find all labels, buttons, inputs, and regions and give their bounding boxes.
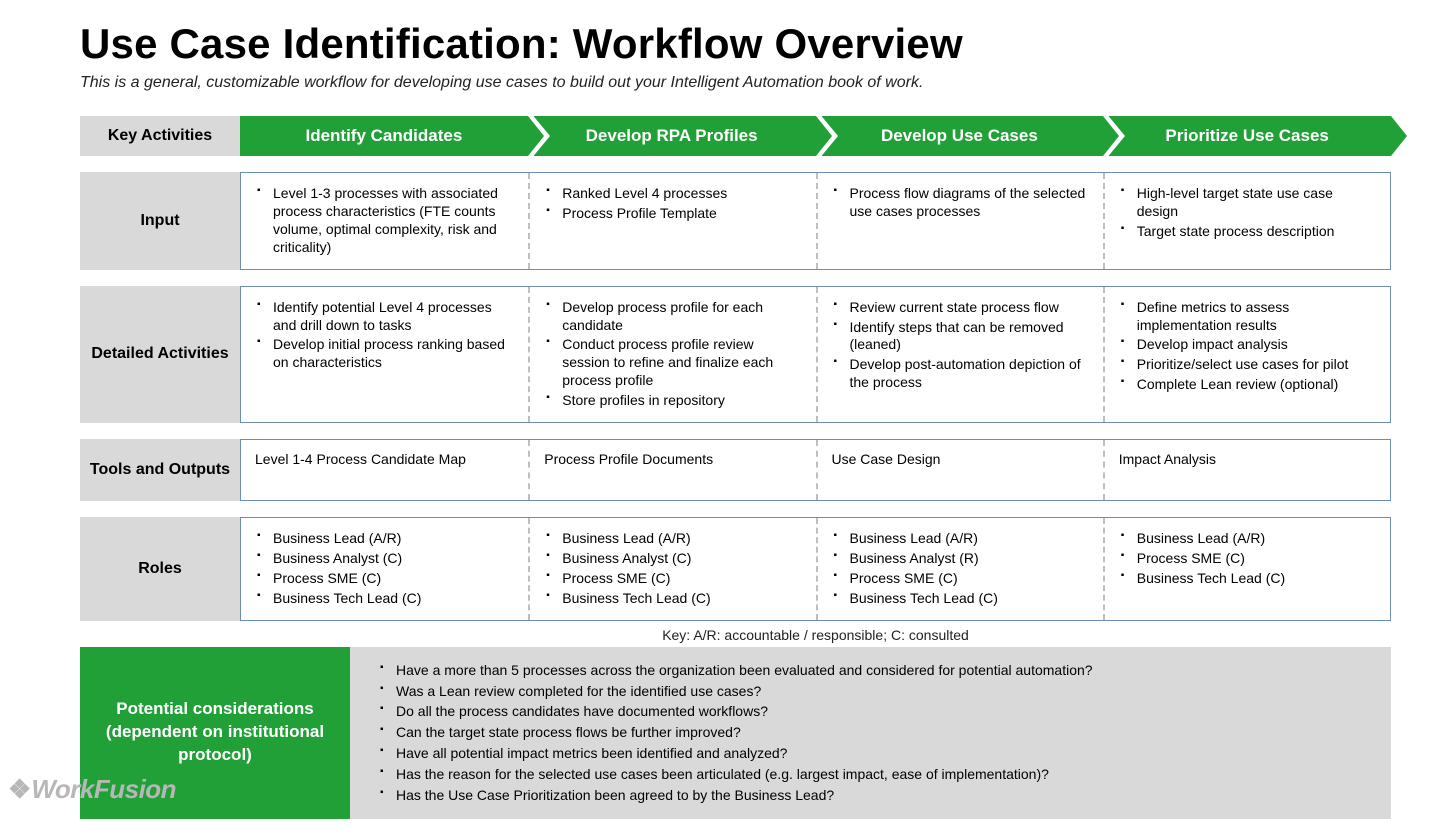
list-item: Develop post-automation depiction of the… — [848, 356, 1089, 392]
cell: Level 1-4 Process Candidate Map — [241, 440, 528, 500]
stage-chevron: Prioritize Use Cases — [1103, 116, 1391, 156]
stage-label: Identify Candidates — [305, 126, 462, 146]
list-item: Business Tech Lead (C) — [848, 590, 1089, 608]
list-item: Business Lead (A/R) — [271, 530, 514, 548]
list-item: Have all potential impact metrics been i… — [396, 744, 1371, 763]
list-item: Process SME (C) — [271, 570, 514, 588]
list-item: Business Tech Lead (C) — [560, 590, 801, 608]
list-item: Develop initial process ranking based on… — [271, 336, 514, 372]
list-item: Business Analyst (C) — [271, 550, 514, 568]
list-item: Has the Use Case Prioritization been agr… — [396, 786, 1371, 805]
list-item: Develop process profile for each candida… — [560, 299, 801, 335]
row-body-detailed-activities: Identify potential Level 4 processes and… — [240, 286, 1391, 423]
page-title: Use Case Identification: Workflow Overvi… — [80, 20, 1391, 68]
cell: Impact Analysis — [1103, 440, 1390, 500]
cell-text: Level 1-4 Process Candidate Map — [255, 450, 514, 468]
cell: Ranked Level 4 processes Process Profile … — [528, 173, 815, 269]
list-item: Identify steps that can be removed (lean… — [848, 319, 1089, 355]
list-item: Business Lead (A/R) — [848, 530, 1089, 548]
list-item: Business Analyst (C) — [560, 550, 801, 568]
workflow-grid: Key Activities Identify Candidates Devel… — [80, 116, 1391, 643]
cell: Review current state process flow Identif… — [816, 287, 1103, 422]
list-item: Prioritize/select use cases for pilot — [1135, 356, 1376, 374]
cell: Business Lead (A/R) Business Analyst (C) P… — [528, 518, 815, 620]
list-item: Have a more than 5 processes across the … — [396, 661, 1371, 680]
page-subtitle: This is a general, customizable workflow… — [80, 74, 1391, 92]
row-label-roles: Roles — [80, 517, 240, 621]
list-item: Complete Lean review (optional) — [1135, 376, 1376, 394]
list-item: Identify potential Level 4 processes and… — [271, 299, 514, 335]
cell-text: Impact Analysis — [1119, 450, 1376, 468]
cell: Business Lead (A/R) Business Analyst (R) P… — [816, 518, 1103, 620]
roles-key-note: Key: A/R: accountable / responsible; C: … — [240, 627, 1391, 643]
cell: Business Lead (A/R) Process SME (C) Busine… — [1103, 518, 1390, 620]
list-item: Level 1-3 processes with associated proc… — [271, 185, 514, 257]
stage-chevron: Develop Use Cases — [816, 116, 1104, 156]
cell: Level 1-3 processes with associated proc… — [241, 173, 528, 269]
considerations-body: Have a more than 5 processes across the … — [350, 647, 1391, 819]
list-item: Process SME (C) — [1135, 550, 1376, 568]
row-body-input: Level 1-3 processes with associated proc… — [240, 172, 1391, 270]
cell: High-level target state use case design T… — [1103, 173, 1390, 269]
considerations-list: Have a more than 5 processes across the … — [378, 661, 1371, 805]
logo-text: WorkFusion — [31, 774, 176, 805]
header-row-label: Key Activities — [80, 116, 240, 156]
list-item: Target state process description — [1135, 223, 1376, 241]
row-body-roles: Business Lead (A/R) Business Analyst (C) P… — [240, 517, 1391, 621]
cell: Develop process profile for each candida… — [528, 287, 815, 422]
list-item: Do all the process candidates have docum… — [396, 702, 1371, 721]
list-item: Business Analyst (R) — [848, 550, 1089, 568]
row-label-input: Input — [80, 172, 240, 270]
list-item: Process Profile Template — [560, 205, 801, 223]
cell: Use Case Design — [816, 440, 1103, 500]
row-label-tools-outputs: Tools and Outputs — [80, 439, 240, 501]
list-item: Develop impact analysis — [1135, 336, 1376, 354]
list-item: Has the reason for the selected use case… — [396, 765, 1371, 784]
cell: Define metrics to assess implementation … — [1103, 287, 1390, 422]
list-item: Was a Lean review completed for the iden… — [396, 682, 1371, 701]
stage-label: Prioritize Use Cases — [1165, 126, 1328, 146]
list-item: High-level target state use case design — [1135, 185, 1376, 221]
stage-label: Develop Use Cases — [881, 126, 1038, 146]
row-label-detailed-activities: Detailed Activities — [80, 286, 240, 423]
list-item: Process SME (C) — [848, 570, 1089, 588]
list-item: Business Lead (A/R) — [1135, 530, 1376, 548]
list-item: Review current state process flow — [848, 299, 1089, 317]
cell: Business Lead (A/R) Business Analyst (C) P… — [241, 518, 528, 620]
list-item: Process flow diagrams of the selected us… — [848, 185, 1089, 221]
stage-chevron-row: Identify Candidates Develop RPA Profiles… — [240, 116, 1391, 156]
list-item: Store profiles in repository — [560, 392, 801, 410]
row-body-tools-outputs: Level 1-4 Process Candidate Map Process … — [240, 439, 1391, 501]
list-item: Ranked Level 4 processes — [560, 185, 801, 203]
cell: Process Profile Documents — [528, 440, 815, 500]
logo-mark-icon: ❖ — [8, 774, 25, 805]
list-item: Define metrics to assess implementation … — [1135, 299, 1376, 335]
stage-chevron: Identify Candidates — [240, 116, 528, 156]
cell-text: Use Case Design — [832, 450, 1089, 468]
stage-chevron: Develop RPA Profiles — [528, 116, 816, 156]
stage-label: Develop RPA Profiles — [586, 126, 758, 146]
workfusion-logo: ❖ WorkFusion — [8, 774, 176, 805]
cell-text: Process Profile Documents — [544, 450, 801, 468]
list-item: Business Tech Lead (C) — [271, 590, 514, 608]
list-item: Business Tech Lead (C) — [1135, 570, 1376, 588]
list-item: Business Lead (A/R) — [560, 530, 801, 548]
cell: Process flow diagrams of the selected us… — [816, 173, 1103, 269]
considerations-block: Potential considerations (dependent on i… — [80, 647, 1391, 819]
list-item: Process SME (C) — [560, 570, 801, 588]
cell: Identify potential Level 4 processes and… — [241, 287, 528, 422]
list-item: Conduct process profile review session t… — [560, 336, 801, 390]
list-item: Can the target state process flows be fu… — [396, 723, 1371, 742]
